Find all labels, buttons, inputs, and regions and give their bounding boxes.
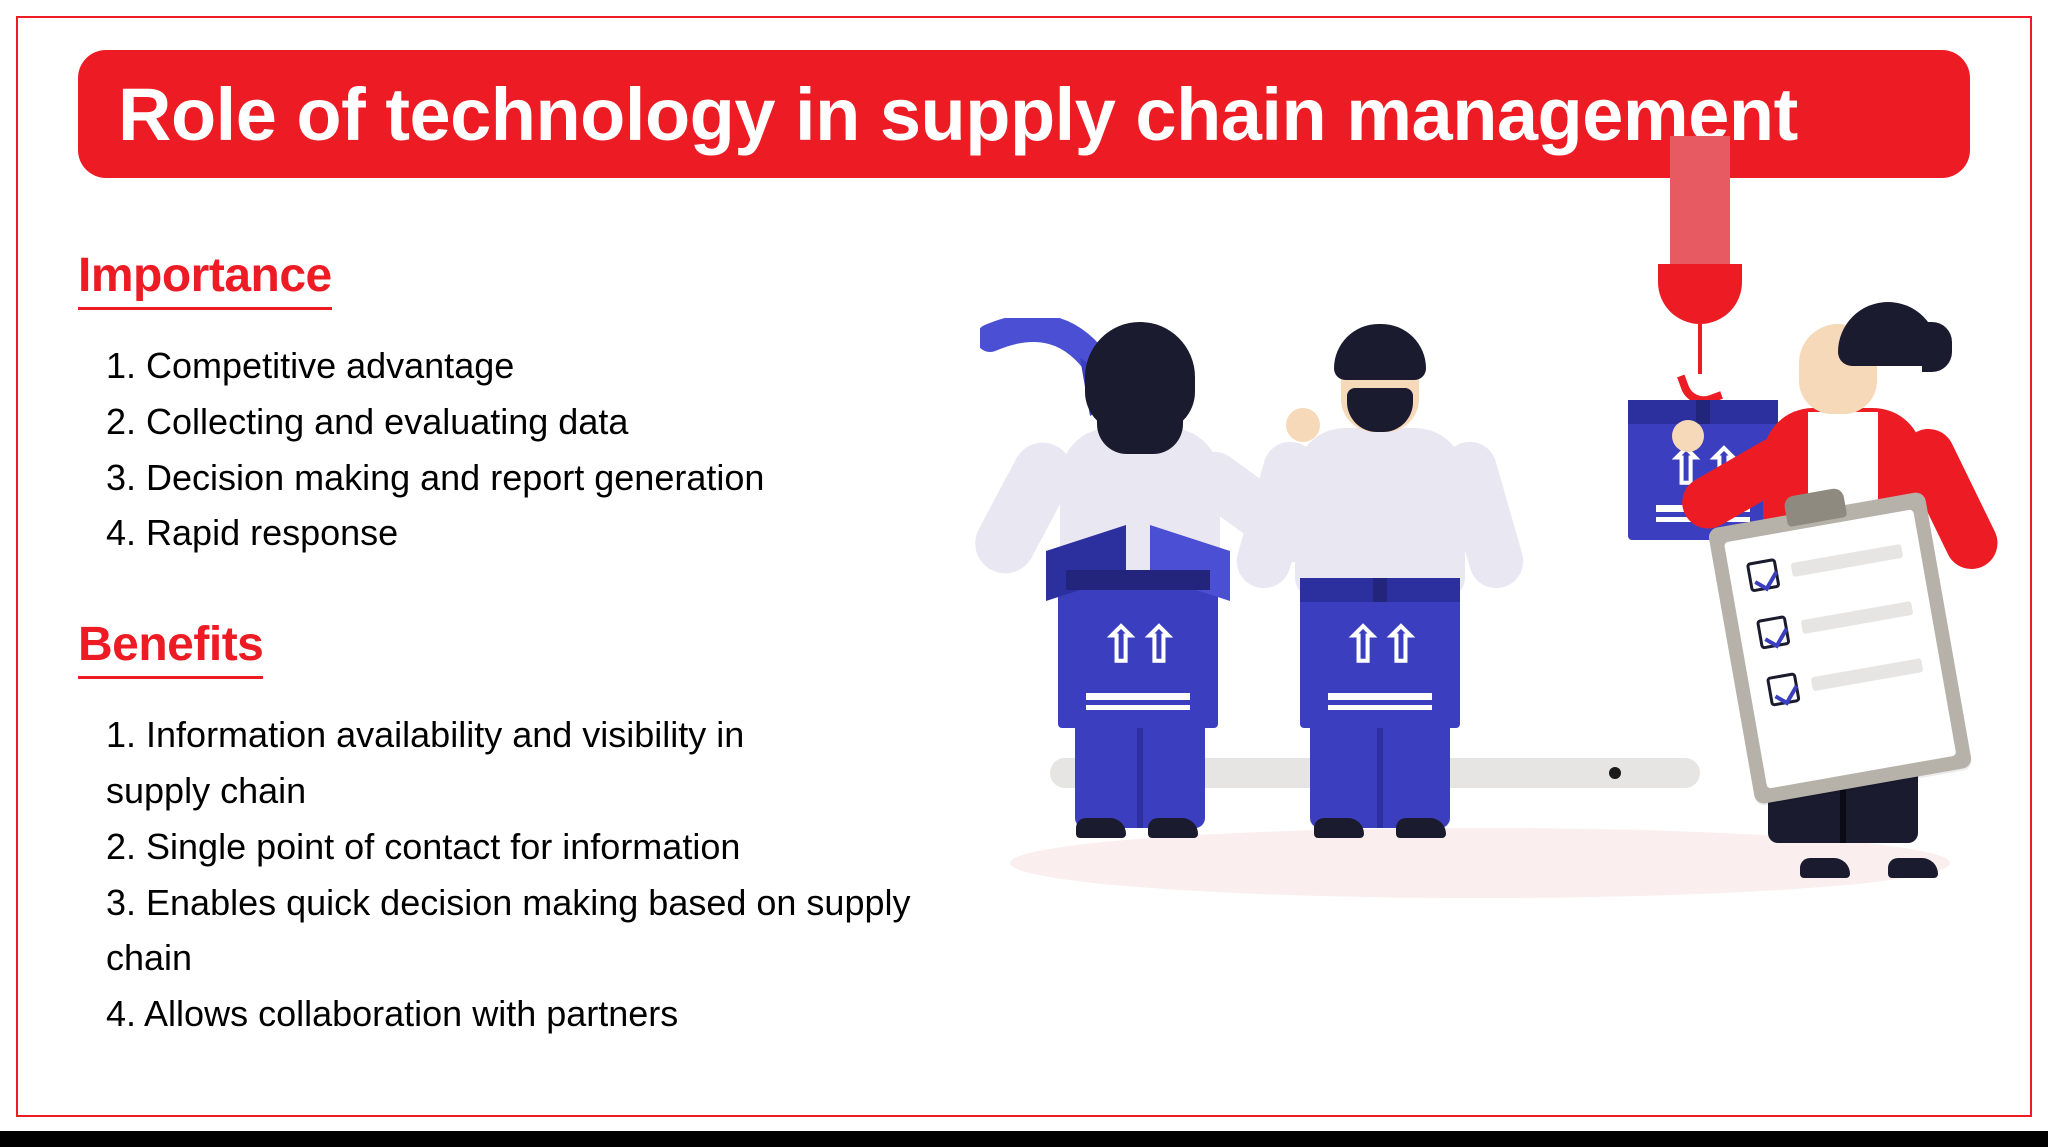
person-woman-open-box: ⇧⇧ [1030, 328, 1250, 888]
up-arrows-icon: ⇧⇧ [1058, 620, 1218, 670]
importance-heading: Importance [78, 248, 332, 310]
benefits-section: Benefits 1. Information availability and… [78, 617, 958, 1042]
person-man-beard: ⇧⇧ [1270, 328, 1490, 888]
slide-title: Role of technology in supply chain manag… [118, 72, 1798, 157]
check-icon [1756, 615, 1791, 650]
list-item: 4. Rapid response [106, 505, 958, 561]
list-item: 2. Collecting and evaluating data [106, 394, 958, 450]
list-item: 3. Enables quick decision making based o… [106, 875, 958, 987]
list-item: 2. Single point of contact for informati… [106, 819, 958, 875]
list-item: 1. Information availability and visibili… [106, 707, 826, 819]
shipping-box-open: ⇧⇧ [1058, 578, 1218, 728]
bottom-black-bar [0, 1131, 2048, 1147]
crane-arm [1670, 136, 1730, 266]
checklist-row [1756, 593, 1915, 650]
crane-cable [1698, 324, 1702, 374]
checklist-row [1746, 536, 1905, 593]
importance-section: Importance 1. Competitive advantage 2. C… [78, 248, 958, 561]
list-item: 4. Allows collaboration with partners [106, 986, 958, 1042]
check-icon [1746, 558, 1781, 593]
list-item: 3. Decision making and report generation [106, 450, 958, 506]
checklist-row [1766, 650, 1925, 707]
importance-list: 1. Competitive advantage 2. Collecting a… [78, 338, 958, 561]
slide-frame: Role of technology in supply chain manag… [16, 16, 2032, 1117]
up-arrows-icon: ⇧⇧ [1300, 620, 1460, 670]
benefits-heading: Benefits [78, 617, 263, 679]
illustration: ⇧⇧ ⇧⇧ [970, 178, 2010, 938]
clipboard-paper [1724, 509, 1956, 789]
content-column: Importance 1. Competitive advantage 2. C… [78, 248, 958, 1098]
check-icon [1766, 672, 1801, 707]
benefits-list: 1. Information availability and visibili… [78, 707, 958, 1042]
shipping-box-closed: ⇧⇧ [1300, 578, 1460, 728]
list-item: 1. Competitive advantage [106, 338, 958, 394]
